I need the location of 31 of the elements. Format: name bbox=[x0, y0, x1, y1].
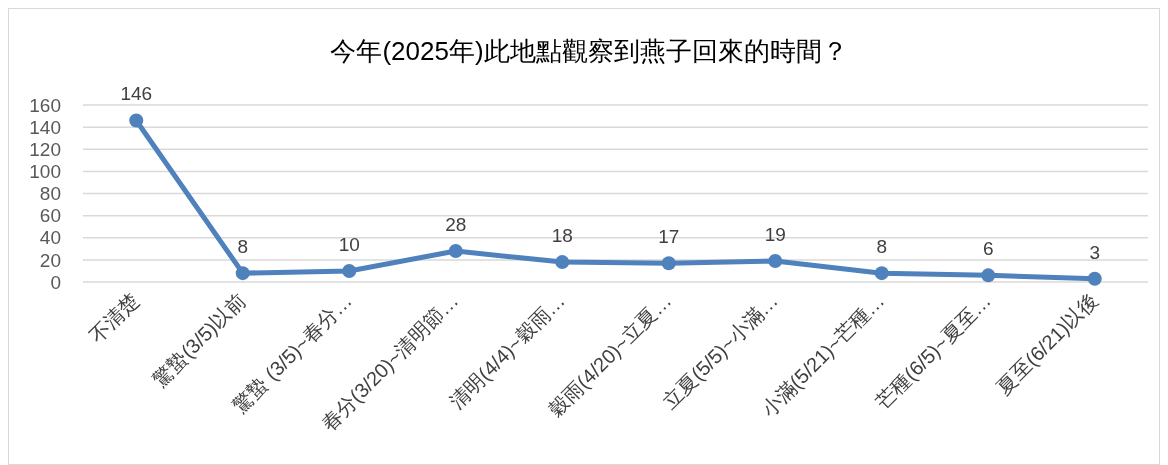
data-label: 8 bbox=[876, 236, 888, 258]
data-label: 146 bbox=[120, 83, 153, 105]
x-tick-label: 不清楚 bbox=[85, 289, 144, 348]
point bbox=[981, 268, 996, 283]
data-label: 6 bbox=[982, 238, 994, 260]
data-label: 19 bbox=[764, 223, 786, 245]
point bbox=[874, 266, 889, 281]
point bbox=[1087, 271, 1102, 286]
point bbox=[661, 256, 676, 271]
chart-title: 今年(2025年)此地點觀察到燕子回來的時間？ bbox=[330, 36, 848, 66]
y-tick-label: 0 bbox=[50, 271, 61, 293]
point bbox=[342, 263, 357, 278]
data-label: 18 bbox=[551, 225, 573, 247]
y-tick-label: 100 bbox=[29, 161, 61, 183]
data-label: 3 bbox=[1089, 241, 1101, 263]
point bbox=[768, 253, 783, 268]
point bbox=[129, 113, 144, 128]
point bbox=[235, 266, 250, 281]
data-label: 28 bbox=[445, 214, 467, 236]
y-tick-label: 120 bbox=[29, 138, 61, 160]
y-tick-label: 80 bbox=[39, 183, 61, 205]
y-tick-label: 60 bbox=[39, 205, 61, 227]
y-tick-label: 160 bbox=[29, 94, 61, 116]
data-label: 17 bbox=[658, 226, 680, 248]
y-tick-label: 140 bbox=[29, 116, 61, 138]
y-tick-label: 40 bbox=[39, 227, 61, 249]
y-tick-label: 20 bbox=[39, 249, 61, 271]
point bbox=[448, 244, 463, 259]
data-label: 8 bbox=[237, 236, 249, 258]
point bbox=[555, 255, 570, 270]
data-label: 10 bbox=[338, 233, 360, 255]
